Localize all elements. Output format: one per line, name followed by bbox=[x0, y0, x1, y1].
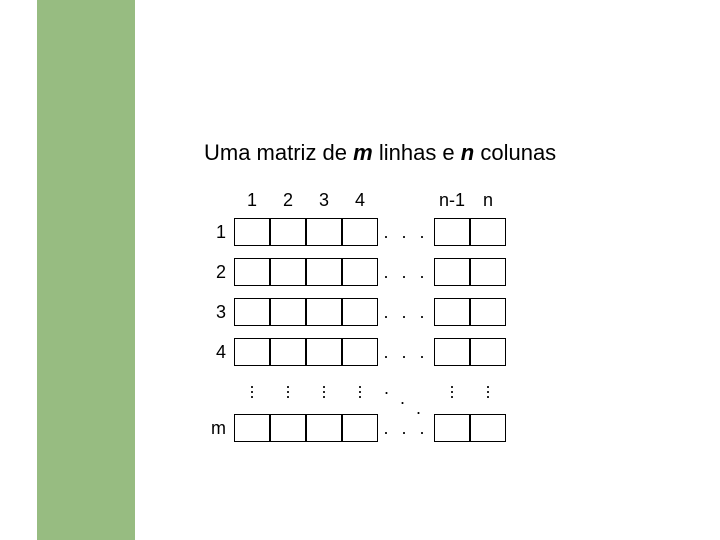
h-ellipsis: . . . bbox=[378, 218, 434, 246]
row-label: 3 bbox=[202, 302, 226, 323]
matrix-cell bbox=[342, 338, 378, 366]
matrix-cell bbox=[234, 218, 270, 246]
v-ellipsis: ... bbox=[470, 380, 506, 395]
h-ellipsis: . . . bbox=[378, 298, 434, 326]
h-ellipsis: . . . bbox=[378, 414, 434, 442]
matrix-cell bbox=[234, 414, 270, 442]
v-ellipsis: ... bbox=[234, 380, 270, 395]
col-label: 1 bbox=[234, 190, 270, 211]
matrix-cell bbox=[342, 298, 378, 326]
page-title: Uma matriz de m linhas e n colunas bbox=[204, 140, 556, 166]
matrix-cell bbox=[470, 414, 506, 442]
matrix-cell bbox=[342, 218, 378, 246]
title-prefix: Uma matriz de bbox=[204, 140, 353, 165]
matrix-cell bbox=[434, 414, 470, 442]
matrix-cell bbox=[470, 298, 506, 326]
col-label: n bbox=[470, 190, 506, 211]
h-ellipsis: . . . bbox=[378, 338, 434, 366]
row-label: 4 bbox=[202, 342, 226, 363]
title-mid: linhas e bbox=[373, 140, 461, 165]
matrix-cell bbox=[434, 298, 470, 326]
sidebar-accent bbox=[37, 0, 135, 540]
matrix-cell bbox=[306, 338, 342, 366]
matrix-cell bbox=[234, 338, 270, 366]
col-label: 3 bbox=[306, 190, 342, 211]
matrix-cell bbox=[470, 258, 506, 286]
matrix-cell bbox=[270, 258, 306, 286]
matrix-cell bbox=[234, 298, 270, 326]
matrix-cell bbox=[434, 218, 470, 246]
col-label: 4 bbox=[342, 190, 378, 211]
col-label: 2 bbox=[270, 190, 306, 211]
title-suffix: colunas bbox=[474, 140, 556, 165]
title-m: m bbox=[353, 140, 373, 165]
col-label: n-1 bbox=[434, 190, 470, 211]
matrix-cell bbox=[270, 414, 306, 442]
row-label: 1 bbox=[202, 222, 226, 243]
matrix-cell bbox=[434, 258, 470, 286]
h-ellipsis: . . . bbox=[378, 258, 434, 286]
v-ellipsis: ... bbox=[270, 380, 306, 395]
title-n: n bbox=[461, 140, 474, 165]
matrix-cell bbox=[434, 338, 470, 366]
v-ellipsis: ... bbox=[306, 380, 342, 395]
row-label: 2 bbox=[202, 262, 226, 283]
matrix-cell bbox=[234, 258, 270, 286]
d-ellipsis: ... bbox=[378, 378, 434, 414]
matrix-cell bbox=[306, 218, 342, 246]
matrix-cell bbox=[306, 414, 342, 442]
matrix-cell bbox=[270, 298, 306, 326]
matrix-cell bbox=[270, 338, 306, 366]
matrix-cell bbox=[470, 338, 506, 366]
matrix-cell bbox=[470, 218, 506, 246]
matrix-cell bbox=[342, 258, 378, 286]
row-label: m bbox=[202, 418, 226, 439]
v-ellipsis: ... bbox=[342, 380, 378, 395]
matrix-cell bbox=[306, 258, 342, 286]
matrix-cell bbox=[270, 218, 306, 246]
matrix-cell bbox=[306, 298, 342, 326]
v-ellipsis: ... bbox=[434, 380, 470, 395]
matrix-cell bbox=[342, 414, 378, 442]
